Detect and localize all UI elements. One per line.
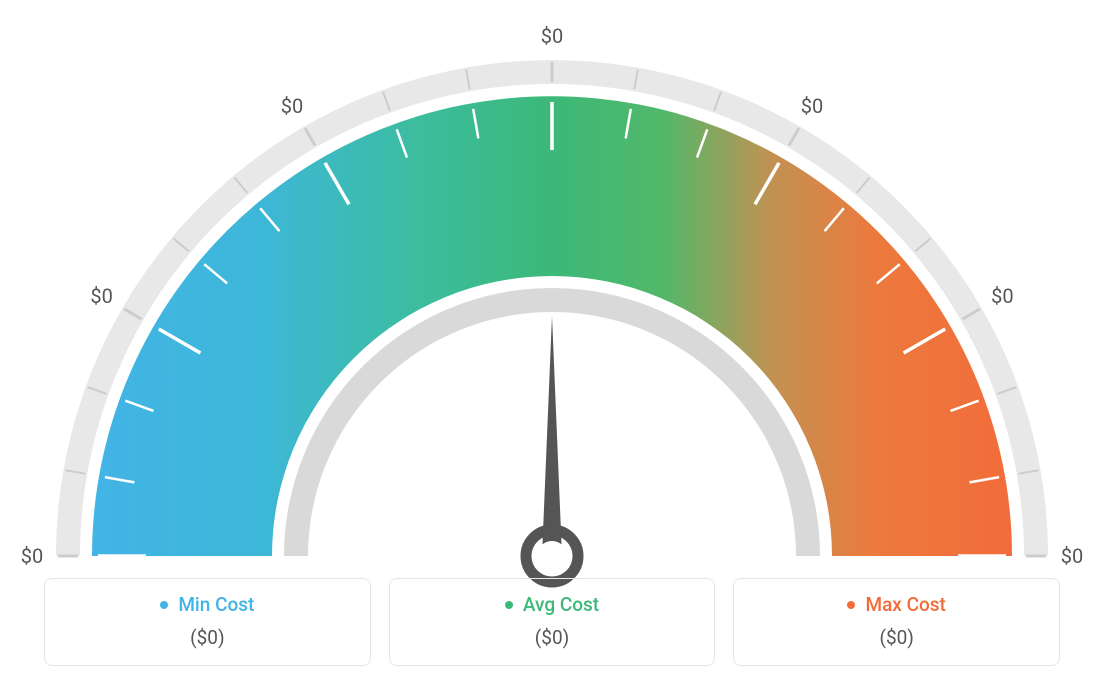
gauge-area: $0$0$0$0$0$0$0 xyxy=(0,0,1104,560)
legend-dot-icon xyxy=(847,601,855,609)
legend-dot-icon xyxy=(505,601,513,609)
legend-label: Min Cost xyxy=(178,593,254,616)
gauge-svg xyxy=(0,0,1104,616)
gauge-tick-label: $0 xyxy=(991,284,1013,308)
legend-row: Min Cost ($0) Avg Cost ($0) Max Cost ($0) xyxy=(44,578,1060,666)
gauge-tick-label: $0 xyxy=(90,284,112,308)
gauge-tick-label: $0 xyxy=(281,94,303,118)
gauge-tick-label: $0 xyxy=(801,94,823,118)
gauge-tick-label: $0 xyxy=(21,544,43,568)
legend-card: Max Cost ($0) xyxy=(733,578,1060,666)
legend-title: Max Cost xyxy=(847,593,945,616)
legend-title: Avg Cost xyxy=(505,593,599,616)
legend-dot-icon xyxy=(160,601,168,609)
gauge-svg-wrap xyxy=(0,0,1104,616)
legend-title: Min Cost xyxy=(160,593,254,616)
gauge-chart-container: $0$0$0$0$0$0$0 Min Cost($0)Avg Cost($0)M… xyxy=(0,0,1104,690)
legend-card: Min Cost ($0) xyxy=(44,578,371,666)
legend-label: Avg Cost xyxy=(523,593,599,616)
legend-card: Avg Cost ($0) xyxy=(389,578,716,666)
gauge-tick-label: $0 xyxy=(541,24,563,48)
legend-value: ($0) xyxy=(55,626,360,649)
legend-value: ($0) xyxy=(744,626,1049,649)
gauge-tick-label: $0 xyxy=(1061,544,1083,568)
legend-value: ($0) xyxy=(400,626,705,649)
legend-label: Max Cost xyxy=(865,593,945,616)
